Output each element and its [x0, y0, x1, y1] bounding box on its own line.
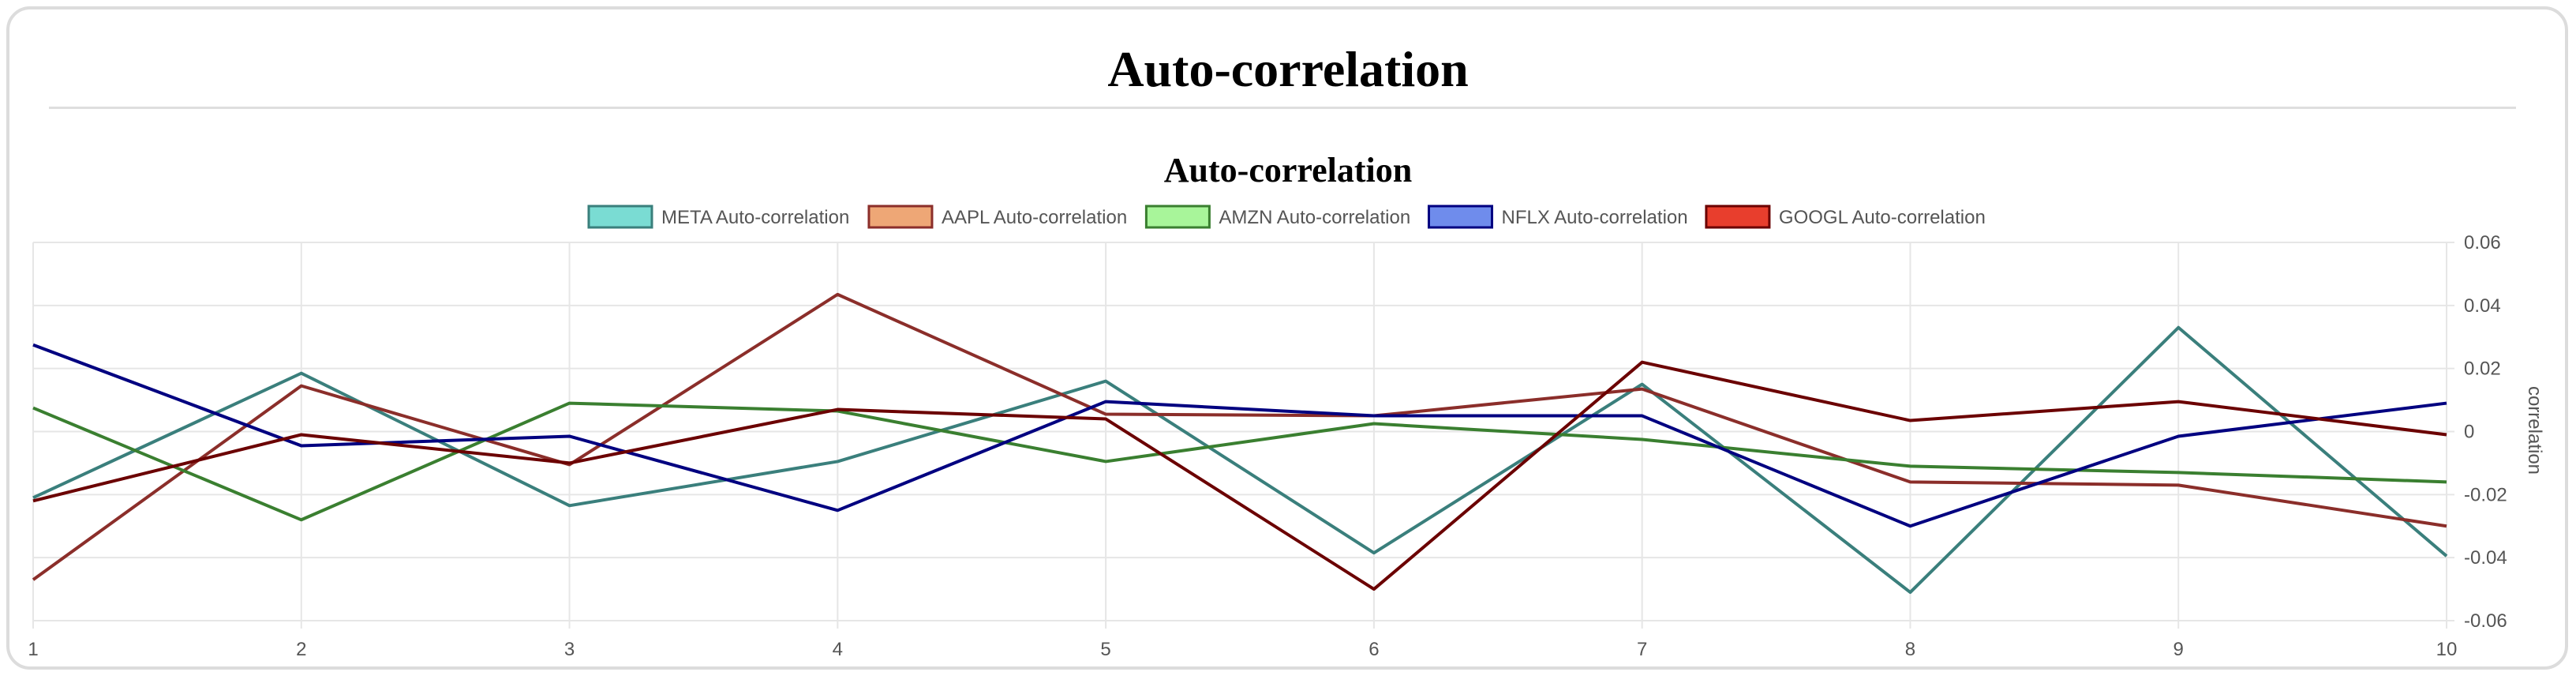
x-tick-label: 1	[28, 639, 38, 660]
series-line	[32, 360, 2447, 591]
x-tick-label: 3	[564, 639, 575, 660]
legend: META Auto-correlation AAPL Auto-correlati…	[587, 205, 1986, 229]
series-line	[32, 401, 2447, 522]
page-title: Auto-correlation	[1107, 41, 1469, 97]
legend-item[interactable]: AMZN Auto-correlation	[1144, 205, 1410, 229]
legend-label: NFLX Auto-correlation	[1501, 207, 1687, 228]
y-tick-label: 0.04	[2464, 295, 2501, 317]
legend-label: META Auto-correlation	[661, 207, 849, 228]
x-tick-label: 2	[296, 639, 306, 660]
legend-item[interactable]: META Auto-correlation	[587, 205, 849, 229]
legend-swatch	[1427, 205, 1493, 229]
legend-item[interactable]: NFLX Auto-correlation	[1427, 205, 1688, 229]
y-tick-label: -0.02	[2464, 484, 2507, 505]
series-line	[32, 325, 2448, 595]
y-axis-title: correlation	[2524, 386, 2545, 475]
legend-label: AMZN Auto-correlation	[1219, 207, 1410, 228]
x-tick-label: 4	[833, 639, 843, 660]
legend-swatch	[1144, 205, 1211, 229]
legend-label: GOOGL Auto-correlation	[1779, 207, 1986, 228]
y-tick-label: 0.02	[2464, 359, 2501, 380]
legend-item[interactable]: GOOGL Auto-correlation	[1705, 205, 1986, 229]
title-divider	[49, 107, 2516, 109]
series-line	[32, 343, 2447, 528]
x-tick-label: 9	[2174, 639, 2184, 660]
grid	[32, 242, 2454, 629]
legend-label: AAPL Auto-correlation	[942, 207, 1127, 228]
chart-card	[6, 6, 2568, 670]
series-group	[32, 292, 2448, 595]
legend-swatch	[1705, 205, 1771, 229]
series-line	[32, 292, 2447, 581]
x-tick-label: 8	[1905, 639, 1915, 660]
legend-swatch	[867, 205, 934, 229]
y-axis: 0.06 0.04 0.02 0 -0.02 -0.04 -0.06	[2464, 232, 2507, 632]
y-tick-label: -0.04	[2464, 547, 2507, 569]
chart-title: Auto-correlation	[1164, 151, 1412, 190]
x-tick-label: 10	[2436, 639, 2458, 660]
y-tick-label: -0.06	[2464, 610, 2507, 632]
legend-swatch	[587, 205, 653, 229]
x-axis: 1 2 3 4 5 6 7 8 9 10	[28, 639, 2457, 660]
x-tick-label: 5	[1100, 639, 1110, 660]
x-tick-label: 7	[1637, 639, 1647, 660]
legend-item[interactable]: AAPL Auto-correlation	[867, 205, 1127, 229]
x-tick-label: 6	[1368, 639, 1379, 660]
y-tick-label: 0.06	[2464, 232, 2501, 253]
y-tick-label: 0	[2464, 422, 2474, 443]
